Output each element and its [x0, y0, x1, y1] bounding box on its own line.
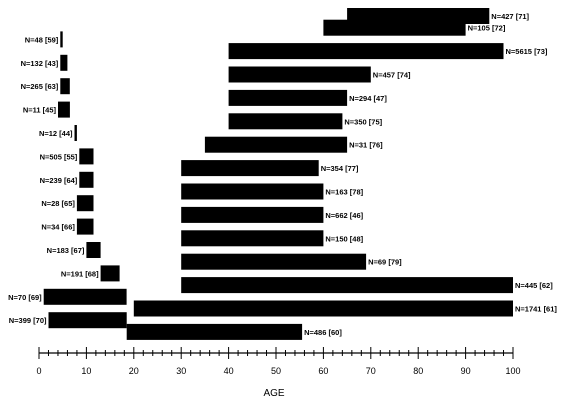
bar-label: N=191 [68] [61, 269, 99, 278]
bar-label: N=105 [72] [468, 24, 506, 33]
range-bar [76, 218, 94, 235]
bar-label: N=354 [77] [321, 164, 359, 173]
range-bar [228, 43, 504, 60]
bar-label: N=12 [44] [39, 129, 73, 138]
bar-label: N=350 [75] [344, 117, 382, 126]
range-bar [181, 206, 324, 223]
x-tick-label: 70 [366, 366, 376, 376]
range-bar [204, 136, 348, 153]
range-bar [181, 183, 324, 200]
bar-label: N=662 [46] [325, 211, 363, 220]
x-tick-label: 30 [176, 366, 186, 376]
bar-label: N=445 [62] [515, 281, 553, 290]
bar-label: N=34 [66] [41, 223, 75, 232]
bar-label: N=183 [67] [47, 246, 85, 255]
x-tick-label: 90 [461, 366, 471, 376]
x-tick-label: 50 [271, 366, 281, 376]
range-bar [181, 230, 324, 247]
bar-label: N=69 [79] [368, 258, 402, 267]
bar-label: N=427 [71] [491, 12, 529, 21]
x-tick-label: 10 [81, 366, 91, 376]
bar-label: N=150 [48] [325, 234, 363, 243]
bar-label: N=11 [45] [23, 106, 57, 115]
x-tick-label: 80 [413, 366, 423, 376]
x-tick-label: 60 [318, 366, 328, 376]
bars-layer: N=427 [71] N=105 [72] N=48 [59] N=5615 [73]… [8, 8, 557, 340]
x-tick-label: 0 [36, 366, 41, 376]
x-tick-label: 100 [505, 366, 520, 376]
range-bar [76, 195, 94, 212]
range-bar [48, 312, 127, 329]
range-bar [60, 31, 63, 48]
bar-label: N=132 [43] [21, 59, 59, 68]
range-bar [86, 242, 101, 258]
range-bar [228, 66, 371, 83]
bar-label: N=486 [60] [304, 328, 342, 337]
range-bar [60, 54, 68, 71]
range-bar [228, 89, 348, 106]
bar-label: N=5615 [73] [506, 47, 548, 56]
bar-label: N=265 [63] [21, 82, 59, 91]
range-bar [74, 125, 77, 141]
range-bar [133, 300, 514, 317]
range-bar [43, 288, 127, 305]
bar-label: N=70 [69] [8, 293, 42, 302]
x-tick-label: 20 [129, 366, 139, 376]
range-bar [323, 19, 466, 36]
bar-label: N=239 [64] [40, 176, 78, 185]
x-axis-title: AGE [263, 388, 284, 399]
range-bar [58, 101, 70, 118]
range-bar [228, 113, 343, 130]
range-bar [181, 253, 367, 270]
range-bar [181, 160, 319, 177]
bar-label: N=163 [78] [325, 188, 363, 197]
bar-label: N=505 [55] [40, 152, 78, 161]
x-axis: 0 10 20 30 40 50 60 70 80 90 100 [36, 347, 521, 376]
bar-label: N=1741 [61] [515, 305, 557, 314]
bar-label: N=399 [70] [9, 316, 47, 325]
bar-label: N=457 [74] [373, 71, 411, 80]
range-bar [181, 277, 513, 294]
bar-label: N=294 [47] [349, 94, 387, 103]
range-bar [60, 78, 70, 95]
bar-label: N=31 [76] [349, 141, 383, 150]
bar-label: N=28 [65] [41, 199, 75, 208]
x-tick-label: 40 [224, 366, 234, 376]
range-bar [126, 323, 303, 340]
range-bar [100, 265, 120, 282]
range-bar [79, 171, 94, 188]
bar-label: N=48 [59] [25, 35, 59, 44]
range-bar [79, 148, 94, 165]
